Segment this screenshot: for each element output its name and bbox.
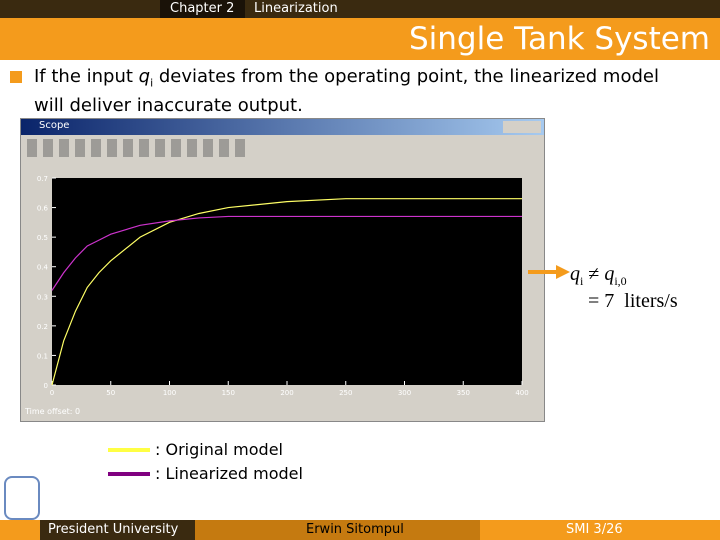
chapter: Chapter 2 — [170, 1, 235, 16]
y-tick-label: 0.3 — [37, 293, 48, 301]
section: Linearization — [254, 1, 338, 16]
series-line — [51, 215, 522, 291]
titlebar — [21, 119, 544, 135]
x-tick-label: 250 — [339, 389, 352, 397]
eq-op: ≠ — [588, 263, 600, 285]
title-bar — [0, 18, 720, 60]
x-tick-label: 100 — [163, 389, 176, 397]
y-tick-label: 0.6 — [37, 205, 49, 213]
y-tick-label: 0.2 — [37, 323, 48, 331]
x-tick-label: 150 — [222, 389, 235, 397]
title: Single Tank System — [408, 21, 710, 57]
x-tick-label: 300 — [398, 389, 411, 397]
symbol: q — [138, 66, 151, 87]
y-tick-label: 0.5 — [37, 234, 48, 242]
time-offset: Time offset: 0 — [25, 407, 80, 416]
y-tick-label: 0.7 — [37, 175, 48, 183]
x-tick-label: 0 — [50, 389, 54, 397]
chapter-box — [160, 0, 245, 18]
value: 0 — [75, 407, 81, 416]
x-tick-label: 50 — [106, 389, 115, 397]
subscript: i — [150, 76, 154, 90]
x-tick-label: 400 — [515, 389, 528, 397]
series-line — [51, 198, 522, 386]
eq-lhs-sub: i — [580, 274, 584, 288]
window-title: Scope — [39, 120, 70, 131]
legend-swatch — [108, 472, 150, 476]
y-tick-label: 0 — [44, 382, 48, 390]
toolbar[interactable] — [27, 139, 247, 157]
y-tick-label: 0.1 — [37, 352, 48, 360]
chart: 0 0.1 0.2 0.3 0.4 0.5 0.6 0.7 0 50 100 150 200 250 300… — [37, 175, 529, 397]
bullet-text: If the input qi deviates from the operat… — [34, 66, 694, 117]
top-bar — [0, 0, 720, 18]
eq-lhs: q — [570, 263, 580, 285]
arrow — [528, 265, 570, 279]
x-tick-label: 200 — [280, 389, 293, 397]
footer-center-box — [195, 520, 480, 540]
bullet-marker — [10, 71, 22, 83]
logo — [4, 476, 40, 520]
plot-area — [52, 178, 522, 385]
footer-left: President University — [48, 522, 179, 537]
x-tick-label: 350 — [457, 389, 470, 397]
legend-label: : Original model — [155, 440, 283, 459]
y-tick-label: 0.4 — [37, 264, 49, 272]
equation: qi ≠ qi,0 — [570, 263, 627, 289]
footer-center: Erwin Sitompul — [306, 522, 404, 537]
footer-left-box — [40, 520, 195, 540]
eq-line2: = 7 liters/s — [588, 290, 678, 312]
text: If the input — [34, 66, 139, 87]
footer-right: SMI 3/26 — [566, 522, 623, 537]
legend-swatch — [108, 448, 150, 452]
legend-label: : Linearized model — [155, 464, 303, 483]
eq-rhs: q — [604, 263, 615, 285]
label: Time offset: — [25, 407, 73, 416]
window-buttons[interactable] — [503, 121, 541, 133]
text: deviates from the operating point, the l… — [34, 66, 659, 116]
eq-rhs-sub: i,0 — [614, 274, 627, 288]
